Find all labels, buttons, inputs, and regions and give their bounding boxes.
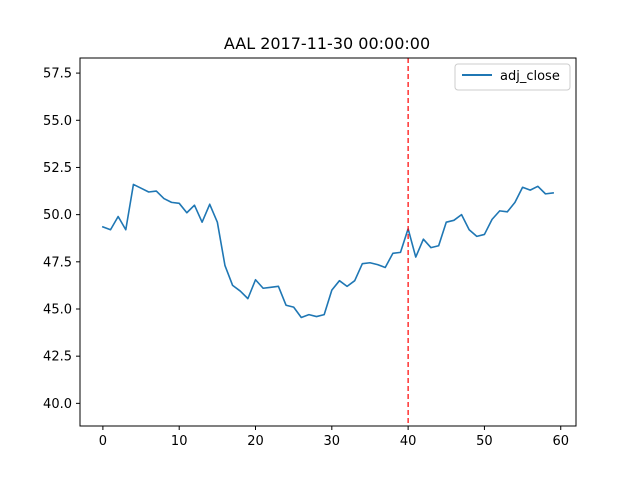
- y-tick-label: 55.0: [43, 114, 72, 129]
- chart-title: AAL 2017-11-30 00:00:00: [224, 34, 430, 53]
- y-tick-label: 42.5: [43, 350, 72, 365]
- legend-box: [454, 63, 571, 91]
- x-tick-label: 30: [324, 434, 341, 449]
- plot-area: [101, 58, 555, 426]
- y-tick-label: 57.5: [43, 67, 72, 82]
- axes: 0 10 20 30 40 50 60 40.0 42.5 45.0 47.5 50.0 52.5 55.…: [43, 57, 577, 449]
- y-tick-label: 47.5: [43, 255, 72, 270]
- y-tick-label: 45.0: [43, 302, 72, 317]
- series-line-0: [101, 183, 555, 319]
- x-tick-label: 40: [400, 434, 417, 449]
- x-tick-label: 50: [476, 434, 493, 449]
- x-tick-label: 10: [171, 434, 188, 449]
- x-tick-label: 0: [99, 434, 107, 449]
- y-tick-label: 40.0: [43, 397, 72, 412]
- x-tick-label: 20: [247, 434, 264, 449]
- x-tick-label: 60: [552, 434, 569, 449]
- plot-frame: [79, 57, 577, 427]
- legend-label: adj_close: [500, 69, 560, 84]
- legend: adj_close: [454, 63, 571, 91]
- y-tick-label: 52.5: [43, 161, 72, 176]
- y-tick-label: 50.0: [43, 208, 72, 223]
